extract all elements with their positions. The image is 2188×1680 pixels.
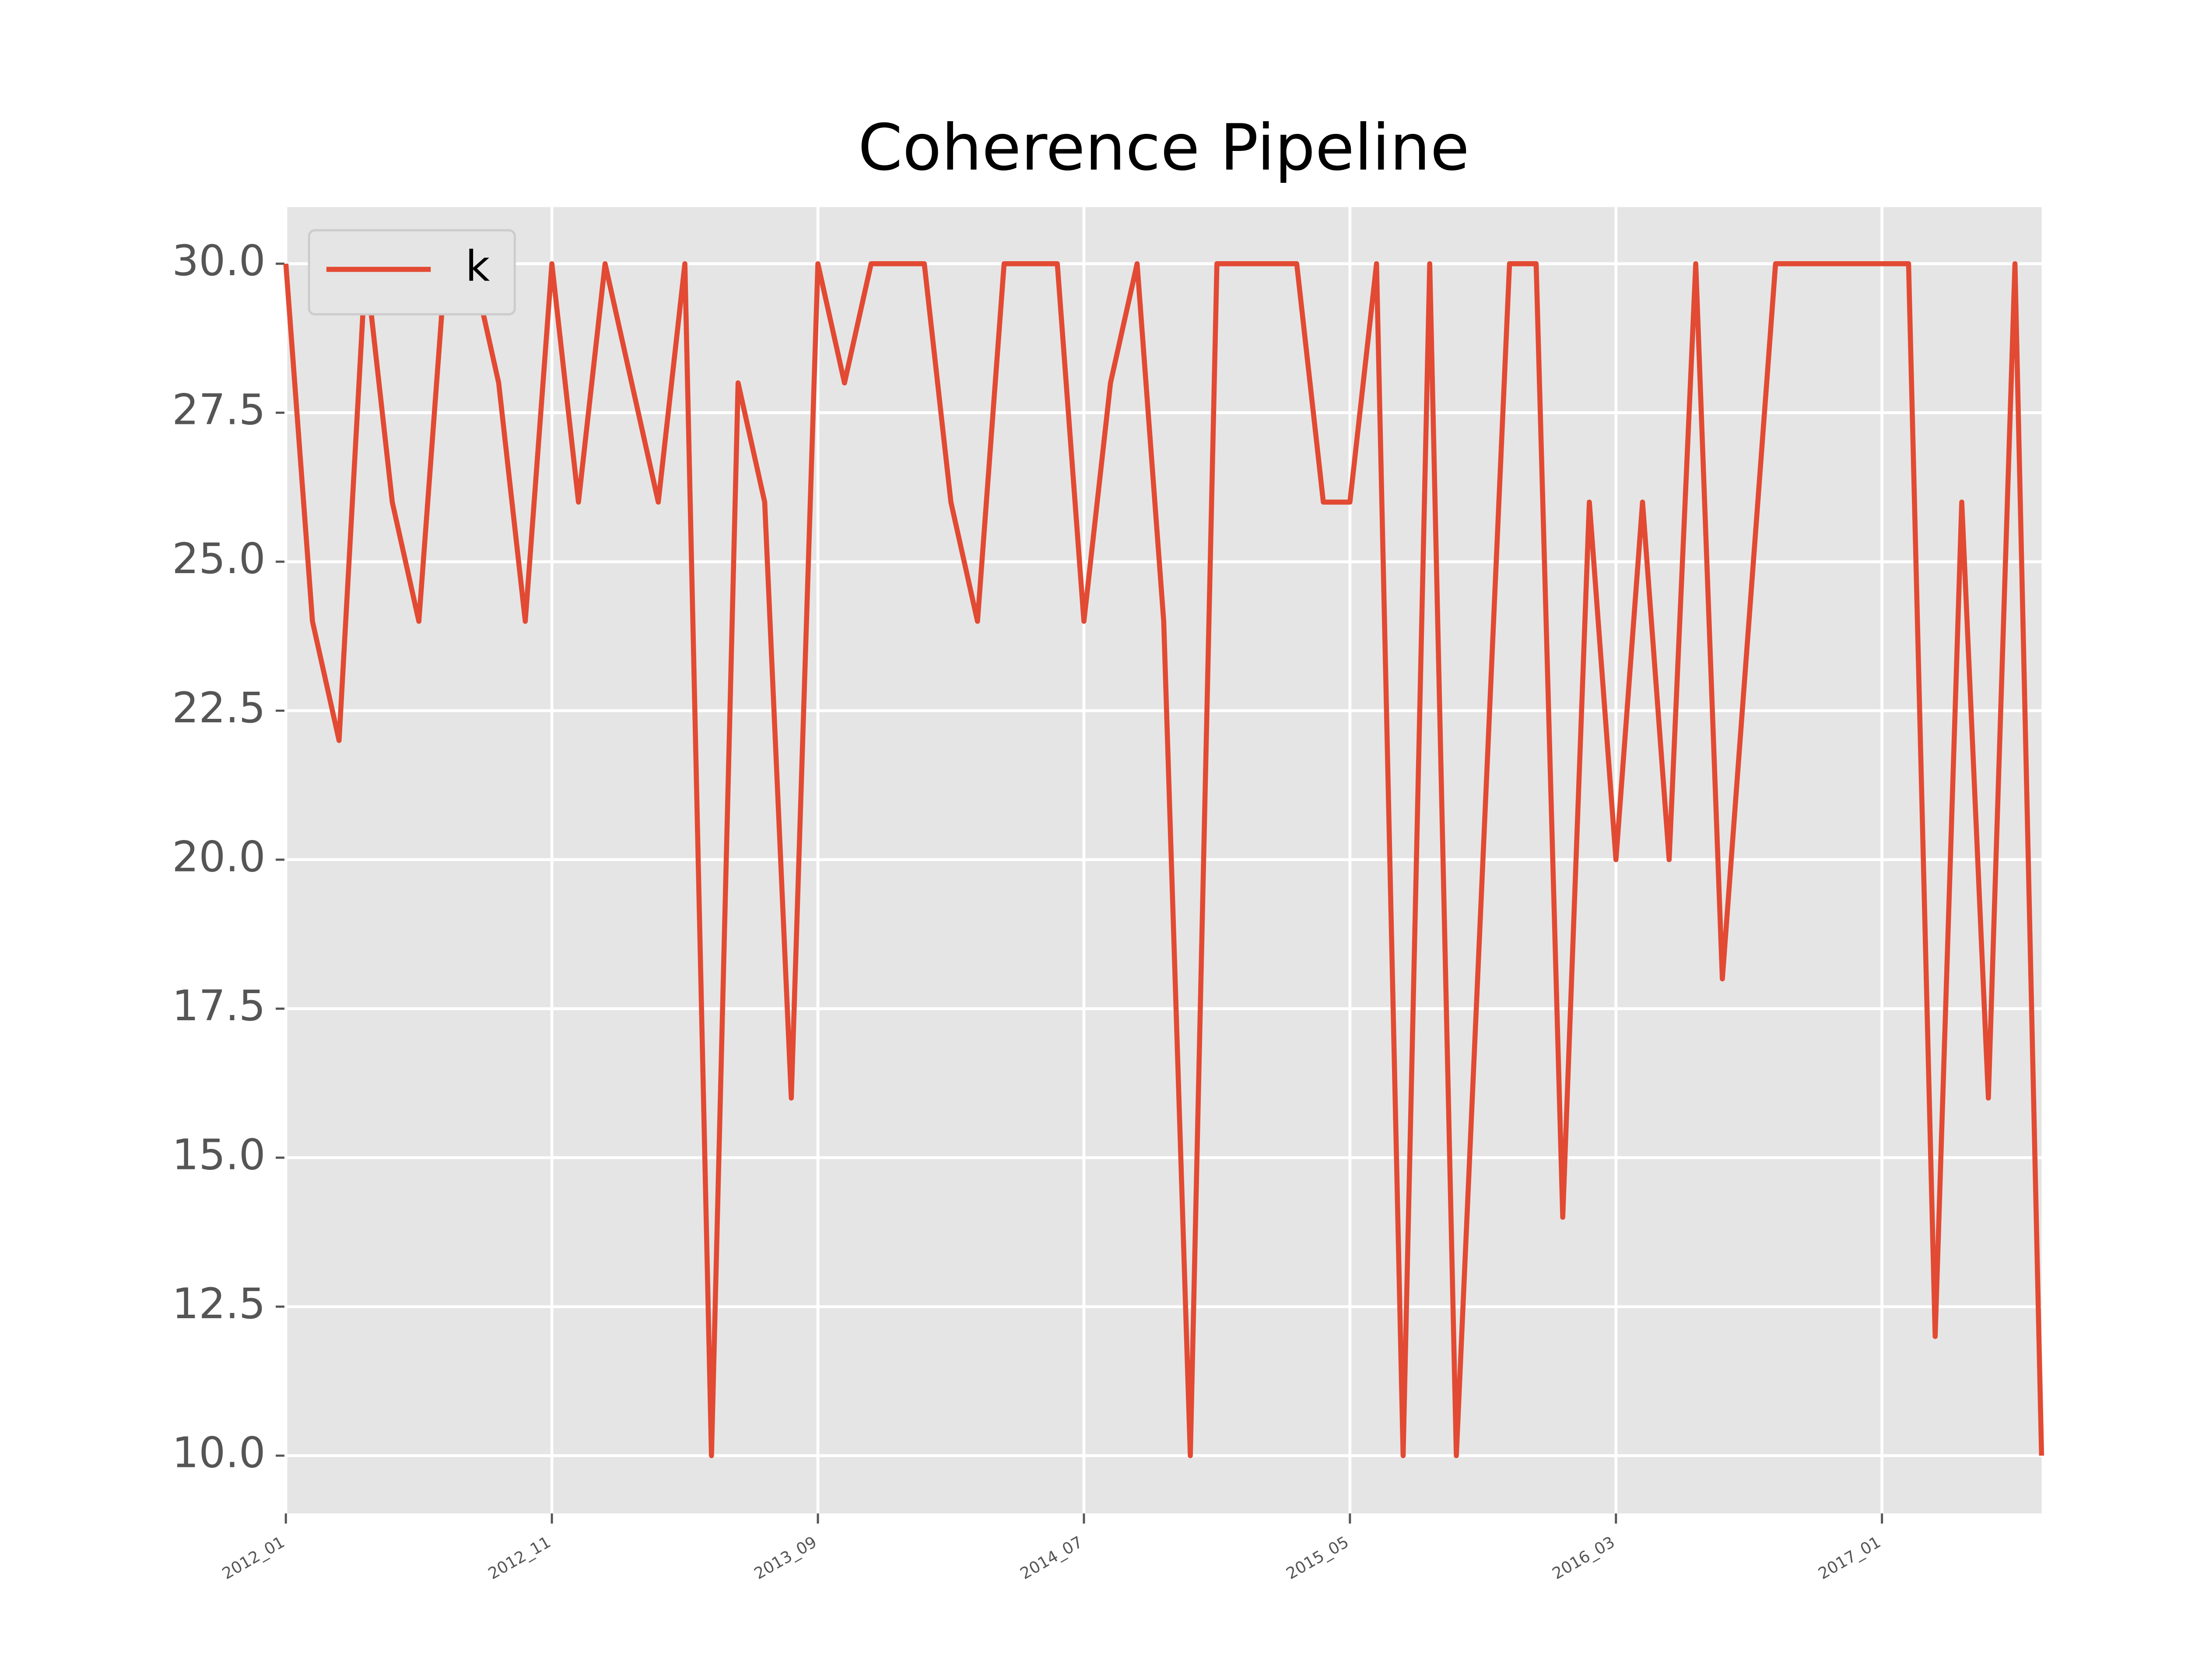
y-tick-label: 12.5 <box>172 1279 266 1328</box>
legend-label: k <box>466 242 490 291</box>
line-series <box>283 261 2044 1458</box>
y-tick-label: 30.0 <box>172 236 266 285</box>
chart-title: Coherence Pipeline <box>858 111 1469 185</box>
y-tick-label: 22.5 <box>172 683 266 732</box>
y-tick-label: 10.0 <box>172 1428 266 1477</box>
y-tick-label: 15.0 <box>172 1130 266 1179</box>
y-tick-label: 27.5 <box>172 385 266 434</box>
y-tick-label: 17.5 <box>172 981 266 1030</box>
y-tick-label: 25.0 <box>172 534 266 583</box>
legend-box <box>308 229 516 315</box>
y-tick-label: 20.0 <box>172 832 266 881</box>
